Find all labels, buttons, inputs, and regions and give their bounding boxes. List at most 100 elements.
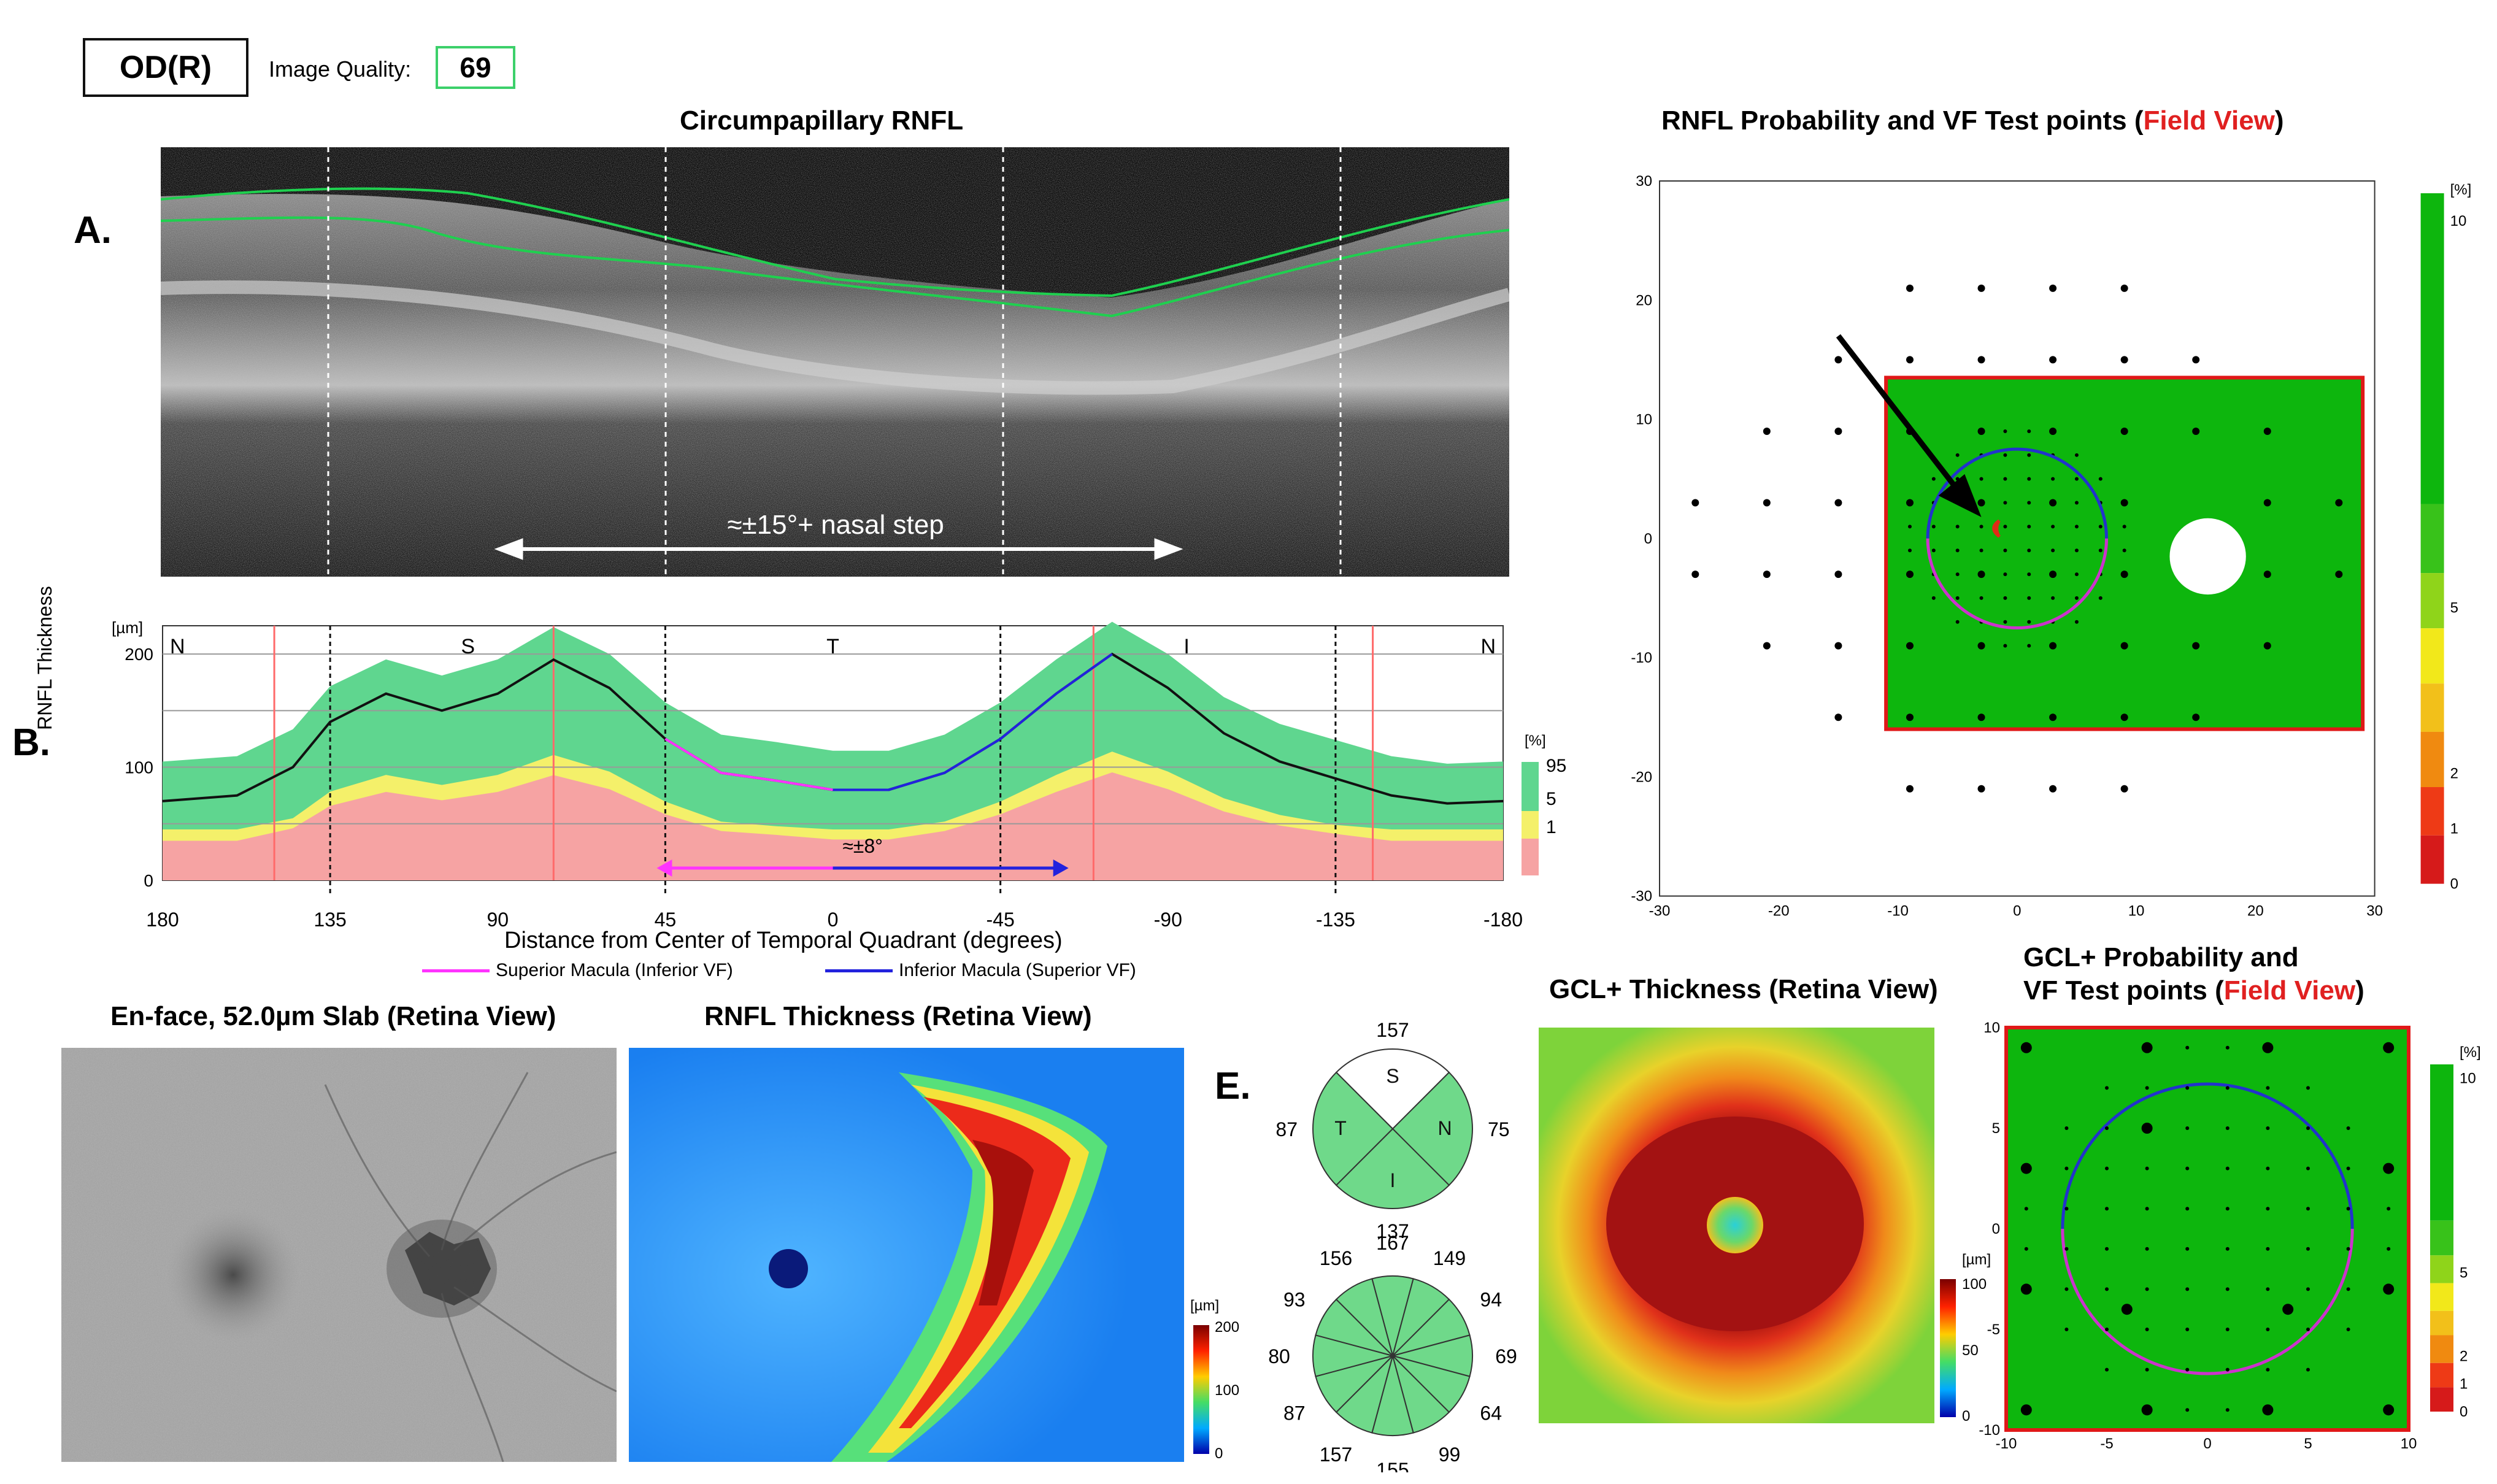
colorbar-segment bbox=[2430, 1335, 2453, 1363]
superior-macula-line bbox=[664, 737, 833, 791]
panel-letter-a: A. bbox=[74, 209, 112, 252]
vf-test-point bbox=[1906, 713, 1914, 721]
vf-test-point-10-2 bbox=[2064, 1247, 2069, 1251]
colorbar-segment bbox=[2430, 1310, 2453, 1336]
legend-level: 1 bbox=[1546, 817, 1556, 837]
vf-test-point-10-2 bbox=[2074, 548, 2079, 553]
colorbar-segment bbox=[2430, 1064, 2453, 1221]
y-tick-label: -10 bbox=[1979, 1422, 2000, 1439]
vf-test-point-10-2 bbox=[2003, 596, 2007, 600]
clock-hour-value: 87 bbox=[1283, 1402, 1306, 1424]
quadrant-value-left: 87 bbox=[1275, 1118, 1298, 1140]
vf-test-point-10-2 bbox=[2306, 1287, 2310, 1291]
y-tick-label: 0 bbox=[1644, 531, 1652, 547]
vf-test-point bbox=[1977, 785, 1985, 793]
eye-label: OD(R) bbox=[119, 50, 212, 85]
vf-test-point-10-2 bbox=[2024, 1247, 2028, 1251]
vf-test-point bbox=[1763, 642, 1771, 650]
vf-test-point-10-2 bbox=[2145, 1086, 2149, 1090]
vf-test-point-10-2 bbox=[2027, 477, 2031, 481]
legend-unit: [%] bbox=[1525, 732, 1546, 749]
vf-test-point-10-2 bbox=[2064, 1328, 2069, 1331]
rnfl-profile-chart: N S T I N 0 100 200 180 135 90 45 0 -45 -90 -135 -180 ≈±8… bbox=[125, 621, 1566, 931]
vf-test-point bbox=[1834, 356, 1842, 364]
vf-test-point-10-2 bbox=[2105, 1247, 2109, 1251]
vf-test-point-10-2 bbox=[2024, 1207, 2028, 1211]
vf-test-point-10-2 bbox=[2074, 572, 2079, 577]
vf-test-point-10-2 bbox=[1955, 453, 1960, 457]
x-tick-label: 30 bbox=[2366, 903, 2383, 920]
x-tick-label: 0 bbox=[2013, 903, 2021, 920]
vf-test-point-10-2 bbox=[2122, 501, 2126, 505]
y-tick-label: 10 bbox=[1636, 412, 1652, 428]
y-tick-label: 100 bbox=[125, 758, 153, 777]
vf-test-point-10-2 bbox=[2266, 1247, 2270, 1251]
vf-test-point-10-2 bbox=[2266, 1086, 2270, 1090]
x-tick-label: 0 bbox=[2203, 1436, 2211, 1452]
clock-hour-value: 64 bbox=[1480, 1402, 1502, 1424]
vf-test-point-10-2 bbox=[2003, 477, 2007, 481]
vf-test-point-10-2 bbox=[2105, 1367, 2109, 1372]
vf-test-point-10-2 bbox=[2145, 1367, 2149, 1372]
gcl-prob-title-line1: GCL+ Probability and bbox=[2023, 942, 2299, 972]
vf-test-point bbox=[1834, 499, 1842, 507]
x-tick-label: 180 bbox=[146, 909, 179, 931]
vf-test-point-10-2 bbox=[2185, 1045, 2190, 1050]
x-tick-label: 45 bbox=[655, 909, 677, 931]
vf-test-point-10-2 bbox=[2145, 1287, 2149, 1291]
fovea-center bbox=[769, 1249, 808, 1288]
colorbar-tick: 5 bbox=[2450, 599, 2458, 616]
colorbar-tick: 10 bbox=[2460, 1071, 2476, 1087]
vf-test-point-10-2 bbox=[2105, 1166, 2109, 1171]
legend-level: 5 bbox=[1546, 789, 1556, 809]
colorbar-tick: 2 bbox=[2460, 1348, 2468, 1364]
y-tick-label: 0 bbox=[144, 871, 153, 890]
vf-test-point bbox=[1763, 427, 1771, 435]
vf-test-point-10-2 bbox=[2346, 1287, 2350, 1291]
vf-test-point-10-2 bbox=[2185, 1086, 2190, 1090]
vf-test-point bbox=[2335, 571, 2343, 579]
vf-test-point bbox=[2049, 713, 2057, 721]
vf-test-point-10-2 bbox=[1907, 572, 1912, 577]
vf-test-point-10-2 bbox=[2266, 1126, 2270, 1130]
legend-swatch bbox=[1522, 762, 1539, 811]
vf-test-point-10-2 bbox=[2122, 525, 2126, 529]
vf-test-point-10-2 bbox=[2122, 548, 2126, 553]
rnfl-thickness-map bbox=[629, 1048, 1184, 1462]
macula-circle-superior bbox=[2061, 1082, 2354, 1229]
colorbar-segment bbox=[2430, 1255, 2453, 1283]
vf-test-point bbox=[1834, 571, 1842, 579]
vf-test-point-10-2 bbox=[2027, 501, 2031, 505]
gcl-map-colorbar bbox=[1940, 1279, 1956, 1417]
vf-test-point-24-2 bbox=[2282, 1304, 2294, 1315]
y-tick-label: -20 bbox=[1631, 769, 1652, 785]
vf-test-point-24-2 bbox=[2141, 1123, 2153, 1134]
vf-test-point-10-2 bbox=[2306, 1166, 2310, 1171]
vf-test-point-24-2 bbox=[2383, 1404, 2395, 1416]
vf-test-point bbox=[2120, 713, 2128, 721]
vf-test-point bbox=[2192, 713, 2200, 721]
vf-test-point-10-2 bbox=[2074, 620, 2079, 624]
y-tick-label: -5 bbox=[1987, 1321, 2000, 1338]
colorbar-segment bbox=[2420, 683, 2444, 732]
legend-swatch bbox=[1522, 811, 1539, 839]
vf-test-point bbox=[2335, 499, 2343, 507]
vf-test-point-10-2 bbox=[2051, 548, 2055, 553]
profile-xlabel: Distance from Center of Temporal Quadran… bbox=[504, 928, 1063, 953]
vf-test-point-10-2 bbox=[2003, 429, 2007, 433]
vf-test-point-10-2 bbox=[2306, 1247, 2310, 1251]
colorbar-segment bbox=[2430, 1387, 2453, 1412]
colorbar-tick: 1 bbox=[2450, 821, 2458, 837]
quadrant-value-top: 157 bbox=[1376, 1019, 1409, 1041]
vf-test-point-10-2 bbox=[2225, 1367, 2230, 1372]
vf-test-point-10-2 bbox=[2027, 453, 2031, 457]
image-quality-value: 69 bbox=[460, 52, 491, 83]
vf-test-point bbox=[1906, 785, 1914, 793]
panel-letter-e: E. bbox=[1215, 1065, 1251, 1107]
clock-hour-value: 99 bbox=[1439, 1444, 1461, 1466]
vf-test-point-10-2 bbox=[2346, 1207, 2350, 1211]
defect-pointer-arrowhead bbox=[1938, 474, 1982, 517]
colorbar-tick: 1 bbox=[2460, 1376, 2468, 1393]
vf-test-point-10-2 bbox=[2051, 501, 2055, 505]
sector-letter: N bbox=[1437, 1117, 1452, 1139]
